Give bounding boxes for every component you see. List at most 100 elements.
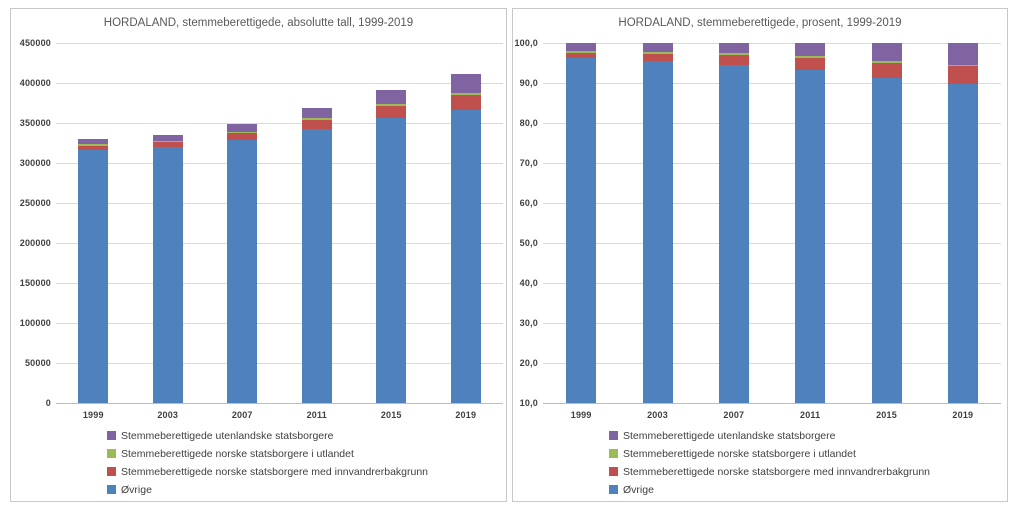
bar-segment-innvandrerbakgrunn	[301, 120, 332, 129]
x-axis-line	[56, 403, 503, 404]
plot-area: 0 50000 100000 150000 200000 250000 300000 3500…	[20, 38, 503, 420]
gridline	[56, 202, 503, 204]
bar-segment-utenlandske	[78, 139, 109, 145]
bar-segment-i-utlandet	[450, 93, 481, 96]
chart-panel-percent: HORDALAND, stemmeberettigede, prosent, 1…	[512, 8, 1008, 502]
x-tick-label: 2003	[647, 410, 668, 420]
bar-segment-utenlandske	[152, 134, 183, 141]
chart-panel-absolute: HORDALAND, stemmeberettigede, absolutte …	[10, 8, 507, 502]
legend-color-swatch-icon	[609, 467, 618, 476]
legend-item: Øvrige	[609, 483, 930, 496]
x-tick-label: 2007	[231, 410, 253, 420]
gridline	[56, 82, 503, 84]
bar-segment-i-utlandet	[376, 103, 407, 106]
bar-segment-ovrige	[795, 69, 826, 403]
legend-item: Stemmeberettigede utenlandske statsborge…	[609, 429, 930, 442]
y-tick-label: 70,0	[519, 158, 538, 168]
gridline	[543, 122, 1001, 124]
y-tick-label: 10,0	[519, 398, 538, 408]
y-tick-label: 30,0	[519, 318, 538, 328]
legend-label: Stemmeberettigede norske statsborgere i …	[121, 447, 354, 460]
x-tick-label: 2015	[876, 410, 897, 420]
y-tick-label: 450000	[19, 38, 51, 48]
bar-segment-i-utlandet	[642, 51, 673, 54]
legend: Stemmeberettigede utenlandske statsborge…	[107, 429, 428, 496]
legend-color-swatch-icon	[107, 485, 116, 494]
bar-segment-innvandrerbakgrunn	[227, 133, 258, 140]
legend-label: Stemmeberettigede utenlandske statsborge…	[623, 429, 836, 442]
x-tick-label: 1999	[82, 410, 104, 420]
y-tick-label: 90,0	[519, 77, 538, 88]
legend-item: Stemmeberettigede norske statsborgere i …	[609, 447, 930, 460]
bar-segment-ovrige	[871, 78, 902, 403]
bar-segment-ovrige	[78, 149, 109, 403]
legend-item: Øvrige	[107, 483, 428, 496]
y-tick-label: 400000	[19, 77, 51, 88]
legend-label: Stemmeberettigede norske statsborgere i …	[623, 447, 856, 460]
bar-segment-innvandrerbakgrunn	[376, 105, 407, 118]
bar-segment-innvandrerbakgrunn	[152, 142, 183, 147]
y-tick-label: 40,0	[519, 278, 538, 288]
bar-segment-utenlandske	[795, 43, 826, 56]
x-tick-label: 2015	[380, 410, 402, 420]
bar-segment-utenlandske	[871, 43, 902, 61]
bar-segment-ovrige	[566, 58, 597, 403]
chart-title: HORDALAND, stemmeberettigede, prosent, 1…	[618, 17, 902, 29]
y-tick-label: 50,0	[519, 238, 538, 248]
y-tick-label: 200000	[19, 238, 51, 248]
legend-color-swatch-icon	[107, 431, 116, 440]
bar-segment-utenlandske	[450, 74, 481, 94]
bar-segment-i-utlandet	[566, 50, 597, 53]
bar-segment-i-utlandet	[78, 144, 109, 146]
y-tick-label: 50000	[24, 357, 51, 368]
gridline	[543, 202, 1001, 204]
y-tick-label: 300000	[19, 158, 51, 168]
y-tick-label: 150000	[19, 278, 51, 288]
bar-segment-ovrige	[718, 64, 749, 403]
bar-segment-ovrige	[947, 84, 978, 403]
y-tick-label: 100000	[19, 318, 51, 328]
bar-segment-innvandrerbakgrunn	[450, 95, 481, 110]
chart-title: HORDALAND, stemmeberettigede, absolutte …	[103, 17, 414, 29]
bar-segment-i-utlandet	[947, 64, 978, 67]
gridline	[56, 43, 503, 44]
bar-segment-innvandrerbakgrunn	[795, 57, 826, 70]
legend-label: Stemmeberettigede utenlandske statsborge…	[121, 429, 334, 442]
gridline	[543, 243, 1001, 244]
x-tick-label: 2019	[952, 410, 974, 420]
legend-item: Stemmeberettigede utenlandske statsborge…	[107, 429, 428, 442]
x-axis-line	[543, 403, 1001, 404]
legend-label: Stemmeberettigede norske statsborgere me…	[121, 465, 429, 478]
y-tick-label: 350000	[19, 117, 51, 128]
x-tick-label: 2011	[306, 410, 327, 420]
gridline	[543, 362, 1001, 364]
bar-segment-utenlandske	[566, 43, 597, 51]
legend-label: Øvrige	[121, 483, 152, 496]
gridline	[543, 163, 1001, 164]
bar-segment-innvandrerbakgrunn	[642, 53, 673, 62]
y-tick-label: 80,0	[519, 117, 538, 128]
x-tick-label: 2003	[157, 410, 179, 420]
gridline	[56, 323, 503, 324]
bar-segment-i-utlandet	[152, 140, 183, 143]
plot-area: 10,0 20,0 30,0 40,0 50,0 60,0 70,0 80,0 90,0 100,…	[514, 38, 1001, 420]
bar-segment-i-utlandet	[718, 53, 749, 56]
gridline	[543, 82, 1001, 84]
x-tick-label: 2019	[455, 410, 477, 420]
legend: Stemmeberettigede utenlandske statsborge…	[609, 429, 930, 496]
bar-segment-innvandrerbakgrunn	[947, 66, 978, 85]
bar-segment-innvandrerbakgrunn	[566, 52, 597, 59]
bar-segment-i-utlandet	[227, 131, 258, 134]
gridline	[56, 283, 503, 284]
gridline	[56, 243, 503, 244]
bar-segment-i-utlandet	[871, 61, 902, 63]
bar-segment-ovrige	[450, 109, 481, 403]
bar-segment-utenlandske	[947, 43, 978, 65]
bar-segment-ovrige	[152, 146, 183, 403]
bar-segment-innvandrerbakgrunn	[871, 62, 902, 79]
bar-segment-utenlandske	[642, 43, 673, 52]
y-tick-label: 250000	[19, 197, 51, 208]
gridline	[56, 163, 503, 164]
bar-segment-utenlandske	[718, 43, 749, 54]
y-tick-label: 60,0	[519, 197, 538, 208]
